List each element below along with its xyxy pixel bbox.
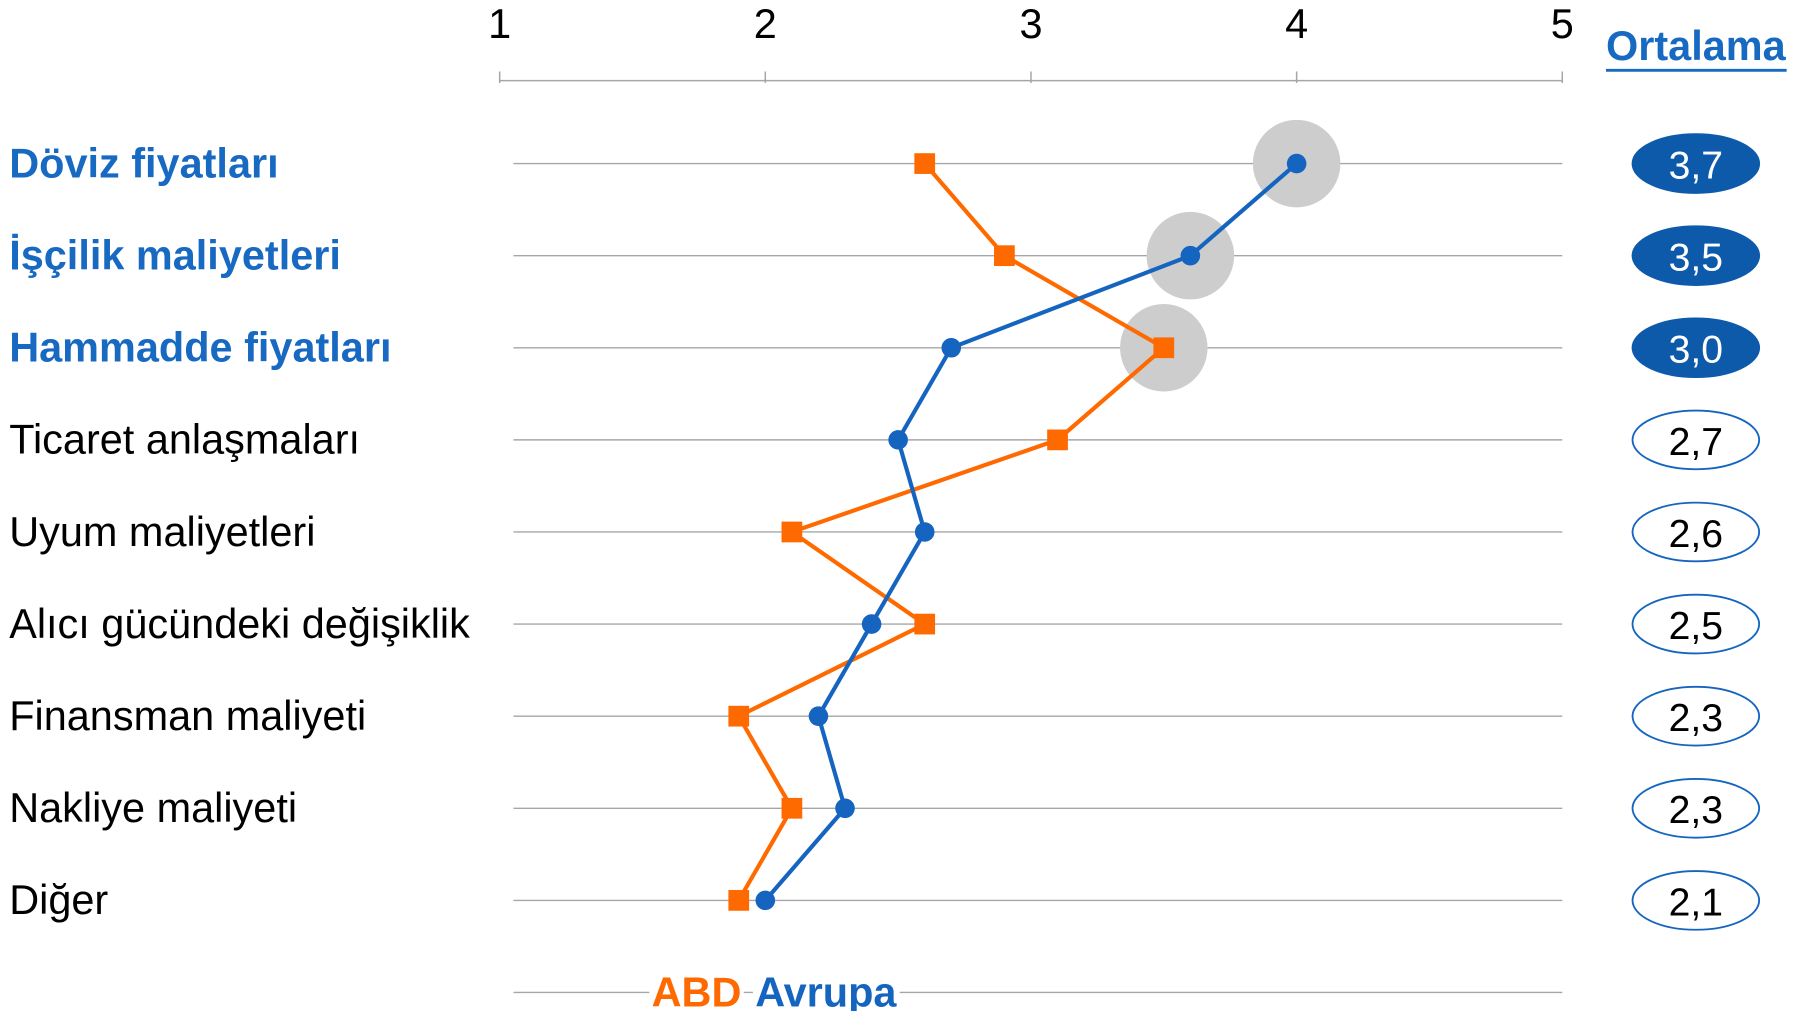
legend: ABD Avrupa (513, 968, 1563, 1011)
average-badge-shape (1631, 225, 1761, 286)
average-badge: 2,5 (1631, 593, 1761, 655)
marker-abd (781, 521, 803, 543)
category-labels: Döviz fiyatları İşçilik maliyetleri Hammad… (9, 139, 470, 923)
marker-avrupa (914, 522, 935, 542)
average-badge: 3,7 (1631, 133, 1761, 194)
average-badge-shape (1631, 409, 1761, 471)
average-badge-shape (1631, 317, 1761, 379)
average-value: 3,0 (1669, 329, 1723, 372)
legend-label-abd: ABD (652, 968, 742, 1011)
x-tick-label: 4 (1285, 0, 1308, 47)
average-value: 3,5 (1669, 237, 1723, 280)
averages-header: Ortalama (1606, 22, 1787, 69)
average-value: 2,3 (1669, 789, 1723, 832)
category-label: Nakliye maliyeti (9, 784, 297, 831)
category-label: Döviz fiyatları (9, 139, 278, 186)
category-label: Finansman maliyeti (9, 692, 366, 739)
average-badge: 3,0 (1631, 317, 1761, 379)
x-tick-label: 2 (754, 0, 777, 47)
legend-label-avrupa: Avrupa (755, 968, 897, 1011)
x-tick-label: 3 (1019, 0, 1042, 47)
category-label: Uyum maliyetleri (9, 508, 315, 555)
average-badge: 2,1 (1631, 870, 1761, 931)
average-value: 2,7 (1669, 421, 1723, 464)
marker-avrupa (835, 798, 855, 819)
gridlines (513, 162, 1563, 902)
average-badge-shape (1631, 685, 1761, 747)
markers-avrupa (755, 153, 1307, 911)
average-badge: 2,6 (1631, 501, 1761, 563)
category-label: Hammadde fiyatları (9, 324, 391, 371)
average-value: 2,5 (1669, 605, 1723, 648)
marker-abd (1047, 429, 1068, 451)
marker-abd (728, 890, 750, 911)
average-badge-shape (1631, 778, 1761, 839)
marker-abd (914, 153, 936, 174)
category-label: Ticaret anlaşmaları (9, 416, 360, 463)
average-badge-shape (1631, 133, 1761, 194)
marker-avrupa (755, 890, 776, 911)
marker-avrupa (1286, 153, 1307, 174)
markers-abd (728, 153, 1175, 911)
average-value: 3,7 (1669, 145, 1723, 188)
marker-abd (728, 705, 750, 727)
average-badge: 2,3 (1631, 685, 1761, 747)
average-badge: 2,7 (1631, 409, 1761, 471)
average-badge: 3,5 (1631, 225, 1761, 286)
average-badge-shape (1631, 501, 1761, 563)
x-axis: 1 2 3 4 5 (488, 0, 1574, 83)
x-tick-label: 5 (1551, 0, 1574, 47)
marker-avrupa (941, 337, 962, 358)
marker-avrupa (861, 614, 882, 634)
average-badge-shape (1631, 870, 1761, 931)
legend-label-background (752, 968, 900, 1011)
category-label: Diğer (9, 876, 108, 923)
marker-abd (994, 245, 1015, 267)
x-tick-label: 1 (488, 0, 511, 47)
category-label: İşçilik maliyetleri (9, 231, 341, 278)
average-value: 2,6 (1669, 513, 1723, 556)
marker-avrupa (1180, 245, 1201, 266)
marker-avrupa (808, 706, 829, 726)
legend-label-background (649, 968, 744, 1011)
average-value: 2,3 (1669, 697, 1723, 740)
average-badge-shape (1631, 593, 1761, 655)
average-value: 2,1 (1669, 881, 1723, 924)
average-badge: 2,3 (1631, 778, 1761, 839)
marker-abd (1153, 337, 1175, 359)
marker-abd (781, 797, 803, 819)
marker-avrupa (888, 430, 908, 450)
marker-abd (914, 613, 936, 635)
category-label: Alıcı gücündeki değişiklik (9, 600, 470, 647)
averages-column: Ortalama 3,7 3,5 3,0 2,7 2,6 2,5 2,3 2,3 2,1 (1606, 22, 1787, 931)
